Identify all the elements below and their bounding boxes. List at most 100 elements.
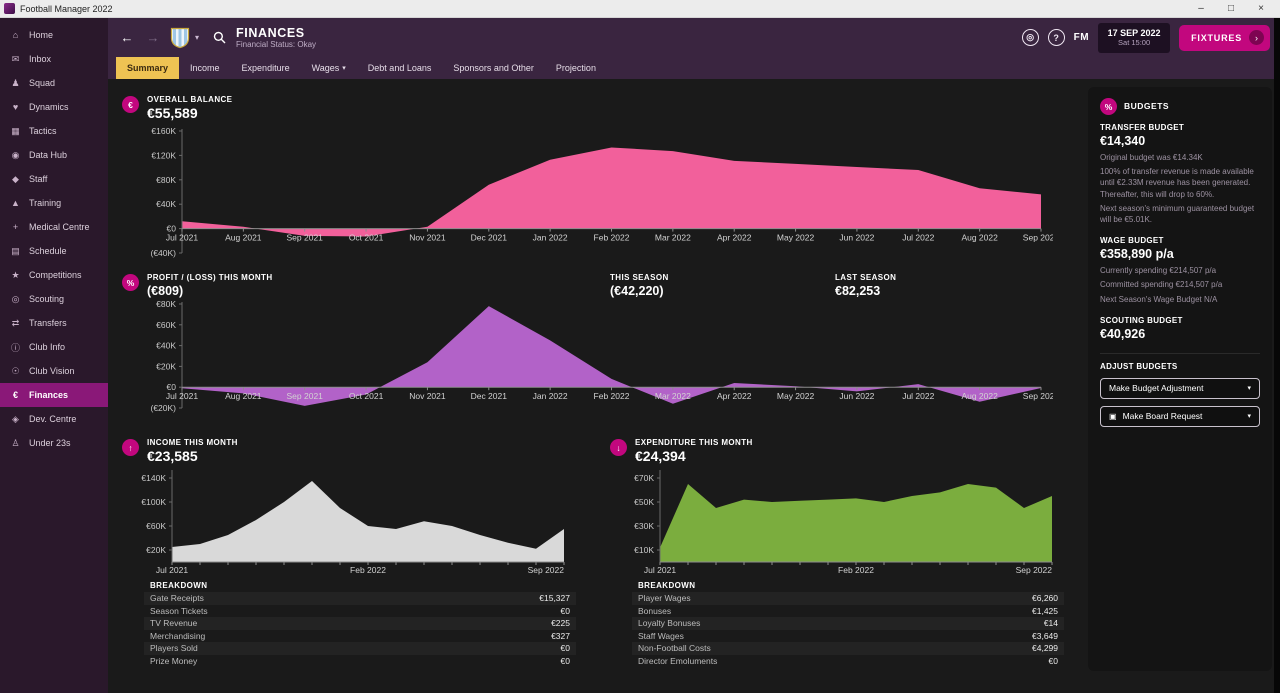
page-subtitle: Financial Status: Okay: [236, 40, 317, 50]
svg-text:€70K: €70K: [634, 473, 654, 483]
sidebar-item-label: Club Vision: [29, 366, 75, 376]
svg-text:(€40K): (€40K): [150, 248, 176, 258]
squad-icon: ♟: [11, 77, 20, 88]
breakdown-item-label: Player Wages: [638, 593, 691, 604]
tabbar: Summary Income Expenditure Wages ▾ Debt and L…: [108, 57, 1280, 79]
fixtures-button[interactable]: FIXTURES ›: [1179, 24, 1270, 51]
help-icon[interactable]: ?: [1047, 29, 1065, 46]
svg-text:Aug 2022: Aug 2022: [961, 391, 998, 401]
svg-text:€20K: €20K: [156, 361, 176, 371]
sidebar-item-label: Training: [29, 198, 62, 208]
dropdown-label: Make Board Request: [1122, 411, 1203, 422]
sidebar-item-medical-centre[interactable]: + Medical Centre: [0, 215, 108, 239]
svg-text:€100K: €100K: [141, 497, 166, 507]
svg-text:Feb 2022: Feb 2022: [594, 233, 630, 243]
tab-summary[interactable]: Summary: [116, 57, 180, 79]
darts-icon[interactable]: ◎: [1021, 29, 1039, 46]
down-arrow-icon: ↓: [610, 439, 627, 456]
minimize-icon[interactable]: –: [1198, 3, 1204, 14]
window-title: Football Manager 2022: [20, 3, 113, 14]
balance-icon: €: [122, 96, 139, 113]
club-switch-caret-icon[interactable]: ▾: [195, 33, 200, 42]
transfers-icon: ⇄: [11, 317, 20, 328]
transfer-budget-note: 100% of transfer revenue is made availab…: [1100, 167, 1254, 199]
sidebar-item-home[interactable]: ⌂ Home: [0, 23, 108, 47]
close-icon[interactable]: ×: [1258, 3, 1264, 14]
breakdown-item-value: €4,299: [1032, 643, 1058, 654]
svg-text:Nov 2021: Nov 2021: [409, 391, 446, 401]
svg-text:€0: €0: [167, 382, 177, 392]
svg-text:Mar 2022: Mar 2022: [655, 391, 691, 401]
tab-sponsors-and-other[interactable]: Sponsors and Other: [442, 57, 545, 79]
scrollbar-gutter[interactable]: [1274, 18, 1280, 693]
income-chart: €140K €100K €60K €20K Jul 2021 Feb 2022 Sep 20…: [141, 470, 565, 575]
sidebar-item-inbox[interactable]: ✉ Inbox: [0, 47, 108, 71]
sidebar-item-data-hub[interactable]: ◉ Data Hub: [0, 143, 108, 167]
schedule-icon: ▤: [11, 245, 20, 256]
app-frame: ⌂ Home ✉ Inbox ♟ Squad ♥ Dynamics ▦ Tactics ◉ Data …: [0, 18, 1280, 693]
sidebar-item-tactics[interactable]: ▦ Tactics: [0, 119, 108, 143]
budget-adjustment-dropdown[interactable]: Make Budget Adjustment ▾: [1100, 377, 1260, 399]
sidebar-item-label: Competitions: [29, 270, 82, 280]
club-badge[interactable]: [170, 27, 190, 49]
last-season-value: €82,253: [835, 284, 881, 298]
table-row: Staff Wages €3,649: [632, 630, 1064, 643]
sidebar-item-staff[interactable]: ◆ Staff: [0, 167, 108, 191]
sidebar-item-club-info[interactable]: ⓘ Club Info: [0, 335, 108, 359]
sidebar-item-schedule[interactable]: ▤ Schedule: [0, 239, 108, 263]
svg-text:€160K: €160K: [151, 126, 176, 136]
breakdown-item-value: €1,425: [1032, 605, 1058, 616]
svg-text:€40K: €40K: [156, 199, 176, 209]
back-icon[interactable]: ←: [120, 30, 134, 45]
tab-income[interactable]: Income: [179, 57, 231, 79]
sidebar-item-dev-centre[interactable]: ◈ Dev. Centre: [0, 407, 108, 431]
svg-text:Apr 2022: Apr 2022: [717, 233, 752, 243]
club-info-icon: ⓘ: [10, 342, 20, 353]
sidebar-item-label: Tactics: [29, 126, 57, 136]
board-icon: ▣: [1109, 411, 1117, 421]
svg-text:€80K: €80K: [156, 299, 176, 309]
wage-budget-label: WAGE BUDGET: [1100, 236, 1164, 246]
sidebar-item-under-23s[interactable]: ♙ Under 23s: [0, 431, 108, 455]
svg-text:Jan 2022: Jan 2022: [533, 391, 568, 401]
svg-text:Jun 2022: Jun 2022: [839, 233, 874, 243]
sidebar-item-finances[interactable]: € Finances: [0, 383, 108, 407]
sidebar-item-label: Inbox: [29, 54, 52, 64]
svg-text:Jan 2022: Jan 2022: [533, 233, 568, 243]
svg-text:Aug 2022: Aug 2022: [961, 233, 998, 243]
sidebar-item-label: Scouting: [29, 294, 65, 304]
sidebar-item-training[interactable]: ▲ Training: [0, 191, 108, 215]
svg-text:Jul 2021: Jul 2021: [166, 233, 198, 243]
budgets-panel: % BUDGETS TRANSFER BUDGET €14,340 Origin…: [1088, 87, 1272, 671]
sidebar-item-label: Medical Centre: [29, 222, 90, 232]
sidebar-item-competitions[interactable]: ★ Competitions: [0, 263, 108, 287]
breakdown-item-value: €0: [560, 655, 570, 666]
sidebar: ⌂ Home ✉ Inbox ♟ Squad ♥ Dynamics ▦ Tactics ◉ Data …: [0, 18, 108, 693]
svg-text:Sep 2021: Sep 2021: [287, 233, 324, 243]
sidebar-item-squad[interactable]: ♟ Squad: [0, 71, 108, 95]
maximize-icon[interactable]: □: [1227, 3, 1235, 14]
sidebar-item-scouting[interactable]: ◎ Scouting: [0, 287, 108, 311]
svg-text:Dec 2021: Dec 2021: [471, 391, 508, 401]
svg-text:Feb 2022: Feb 2022: [838, 565, 874, 575]
date-value: 17 SEP 2022: [1107, 27, 1161, 38]
table-row: Players Sold €0: [144, 642, 576, 655]
search-icon[interactable]: [213, 31, 226, 44]
tab-debt-and-loans[interactable]: Debt and Loans: [357, 57, 443, 79]
game-date: 17 SEP 2022 Sat 15:00: [1098, 22, 1171, 53]
sidebar-item-club-vision[interactable]: ☉ Club Vision: [0, 359, 108, 383]
board-request-dropdown[interactable]: ▣ Make Board Request ▾: [1100, 405, 1260, 427]
svg-text:(€20K): (€20K): [150, 403, 176, 413]
sidebar-item-transfers[interactable]: ⇄ Transfers: [0, 311, 108, 335]
sidebar-item-dynamics[interactable]: ♥ Dynamics: [0, 95, 108, 119]
tab-expenditure[interactable]: Expenditure: [231, 57, 301, 79]
tab-projection[interactable]: Projection: [545, 57, 607, 79]
overall-balance-chart: €160K €120K €80K €40K €0 (€40K) Jul 2021 Aug 20…: [150, 126, 1053, 258]
breakdown-item-value: €14: [1043, 618, 1058, 629]
forward-icon[interactable]: →: [146, 30, 160, 45]
svg-text:Oct 2021: Oct 2021: [349, 391, 384, 401]
breakdown-item-value: €3,649: [1032, 630, 1058, 641]
breakdown-item-label: TV Revenue: [150, 618, 198, 629]
breakdown-item-value: €327: [551, 630, 570, 641]
tab-wages[interactable]: Wages ▾: [301, 57, 357, 79]
